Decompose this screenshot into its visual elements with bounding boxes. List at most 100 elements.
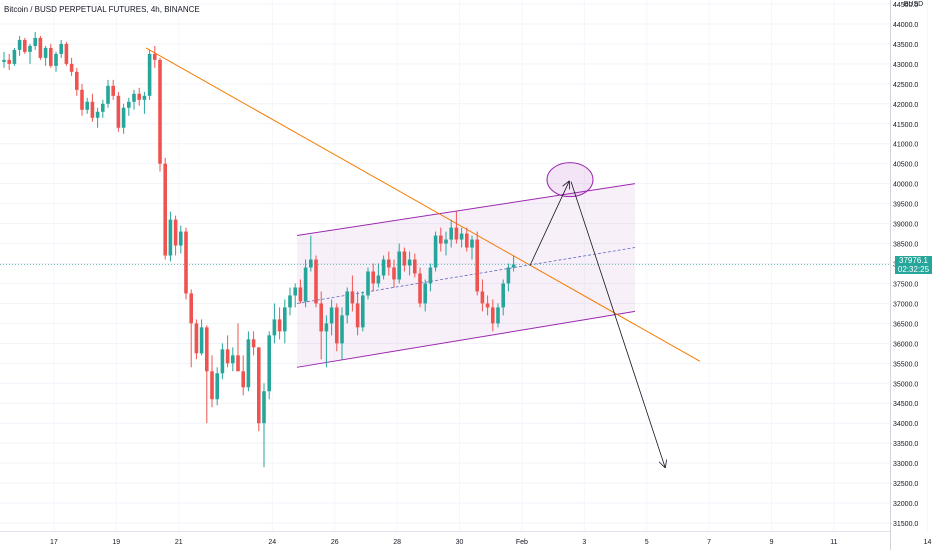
- candle-body: [116, 95, 121, 128]
- x-tick-label: 14: [924, 539, 932, 546]
- down-projection-arrow[interactable]: [570, 181, 665, 467]
- candle-body: [173, 219, 178, 246]
- candle-body: [288, 295, 292, 308]
- candle-body: [345, 291, 349, 316]
- candle-body: [459, 233, 464, 240]
- candle-body: [371, 271, 375, 284]
- candle-body: [111, 85, 115, 96]
- y-tick-label: 34000.0: [893, 421, 918, 428]
- x-tick-label: 11: [830, 539, 837, 546]
- candle-body: [220, 349, 225, 374]
- candle-body: [361, 295, 365, 328]
- y-tick-label: 36000.0: [893, 341, 918, 348]
- candle-body: [506, 267, 511, 284]
- candle-body: [54, 53, 58, 66]
- candle-body: [319, 303, 323, 332]
- y-tick-label: 43000.0: [893, 62, 918, 69]
- candle-body: [496, 307, 500, 324]
- x-tick-label: 24: [268, 539, 276, 546]
- x-tick-label: 30: [456, 539, 464, 546]
- last-price-tag[interactable]: 37976.1: [895, 256, 932, 265]
- y-tick-label: 40000.0: [893, 182, 918, 189]
- y-tick-label: 33000.0: [893, 461, 918, 468]
- candle-body: [428, 267, 433, 284]
- candle-body: [80, 89, 84, 110]
- x-tick-label: 19: [112, 539, 120, 546]
- candle-body: [454, 227, 459, 240]
- candle-body: [501, 283, 505, 308]
- candle-body: [85, 101, 89, 110]
- y-tick-label: 33500.0: [893, 441, 918, 448]
- candle-body: [397, 251, 401, 280]
- candle-body: [33, 37, 37, 46]
- candle-body: [387, 259, 391, 268]
- up-projection-arrow[interactable]: [529, 182, 569, 266]
- x-tick-label: 28: [393, 539, 401, 546]
- candle-body: [444, 239, 448, 244]
- candle-body: [132, 93, 136, 102]
- candle-body: [17, 39, 22, 50]
- candle-body: [355, 303, 360, 328]
- candle-body: [90, 101, 95, 118]
- candle-body: [303, 267, 308, 302]
- candle-body: [272, 319, 277, 336]
- x-tick-label: 17: [50, 539, 58, 546]
- candle-body: [38, 37, 43, 58]
- candle-body: [163, 163, 167, 256]
- candle-body: [283, 307, 287, 332]
- candle-body: [402, 251, 407, 266]
- candle-body: [366, 271, 370, 296]
- y-tick-label: 42500.0: [893, 82, 918, 89]
- candle-body: [75, 71, 79, 90]
- candle-body: [314, 259, 318, 304]
- candle-body: [433, 235, 438, 268]
- channel-lower-line[interactable]: [296, 310, 636, 368]
- countdown-tag: 02:32:25: [895, 265, 932, 274]
- candle-body: [511, 264, 516, 268]
- candle-body: [23, 39, 27, 52]
- y-tick-label: 42000.0: [893, 102, 918, 109]
- candle-body: [205, 327, 209, 372]
- candle-body: [2, 59, 6, 62]
- candle-body: [7, 59, 11, 64]
- currency-label: BUSD: [903, 1, 924, 8]
- candle-body: [418, 273, 422, 304]
- candle-body: [423, 283, 427, 304]
- candle-body: [376, 275, 381, 284]
- candle-body: [189, 293, 193, 324]
- candle-body: [43, 47, 48, 58]
- candle-body: [298, 287, 303, 302]
- x-tick-label: 5: [645, 539, 649, 546]
- candle-body: [137, 93, 141, 100]
- candle-body: [449, 227, 453, 240]
- y-tick-label: 34500.0: [893, 401, 918, 408]
- candle-body: [69, 63, 74, 72]
- candle-body: [215, 373, 219, 400]
- candle-body: [257, 347, 261, 424]
- x-tick-label: 3: [582, 539, 586, 546]
- channel-upper-line[interactable]: [296, 183, 636, 237]
- y-tick-label: 32000.0: [893, 501, 918, 508]
- candle-body: [12, 49, 17, 64]
- candle-body: [28, 45, 32, 52]
- candle-body: [340, 315, 344, 344]
- x-tick-label: 7: [707, 539, 711, 546]
- candle-body: [465, 233, 469, 248]
- y-tick-label: 40500.0: [893, 162, 918, 169]
- candle-body: [231, 355, 235, 364]
- candle-body: [262, 391, 266, 424]
- trendline[interactable]: [145, 47, 701, 362]
- candle-body: [329, 307, 334, 324]
- candle-body: [241, 371, 245, 388]
- candle-body: [439, 235, 443, 244]
- y-tick-label: 37000.0: [893, 301, 918, 308]
- target-ellipse[interactable]: [546, 162, 594, 198]
- x-tick-label: 21: [175, 539, 183, 546]
- candle-body: [59, 43, 63, 54]
- candle-body: [407, 259, 412, 266]
- candle-body: [168, 219, 173, 256]
- candle-body: [127, 101, 131, 108]
- candle-body: [251, 339, 256, 348]
